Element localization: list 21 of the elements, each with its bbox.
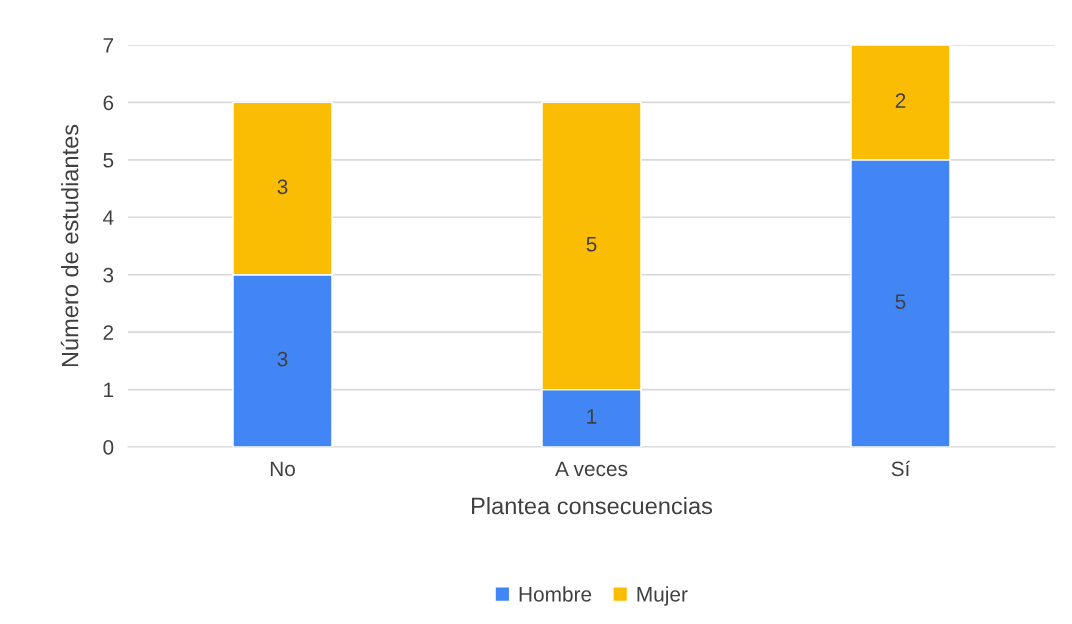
data-label: 2 <box>895 93 906 108</box>
y-tick-label: 0 <box>103 440 114 455</box>
data-label: 5 <box>895 294 906 310</box>
legend-label: Mujer <box>637 586 688 606</box>
y-tick-label: 1 <box>104 382 114 398</box>
x-tick-label: No <box>270 461 295 477</box>
y-axis-title: Número de estudiantes <box>60 124 79 367</box>
data-label: 1 <box>587 409 597 424</box>
y-tick-label: 3 <box>103 267 114 283</box>
x-tick-label: A veces <box>555 461 628 477</box>
x-tick-label: Sí <box>891 460 911 477</box>
y-tick-label: 2 <box>103 325 114 340</box>
data-label: 3 <box>277 179 288 195</box>
legend-label: Hombre <box>519 586 592 602</box>
data-label: 5 <box>586 237 597 252</box>
y-tick-label: 7 <box>103 38 114 53</box>
x-axis-title: Plantea consecuencias <box>472 496 713 515</box>
data-label: 3 <box>277 351 288 367</box>
y-tick-label: 6 <box>103 95 114 111</box>
y-tick-label: 4 <box>103 210 114 225</box>
y-tick-label: 5 <box>103 153 114 168</box>
